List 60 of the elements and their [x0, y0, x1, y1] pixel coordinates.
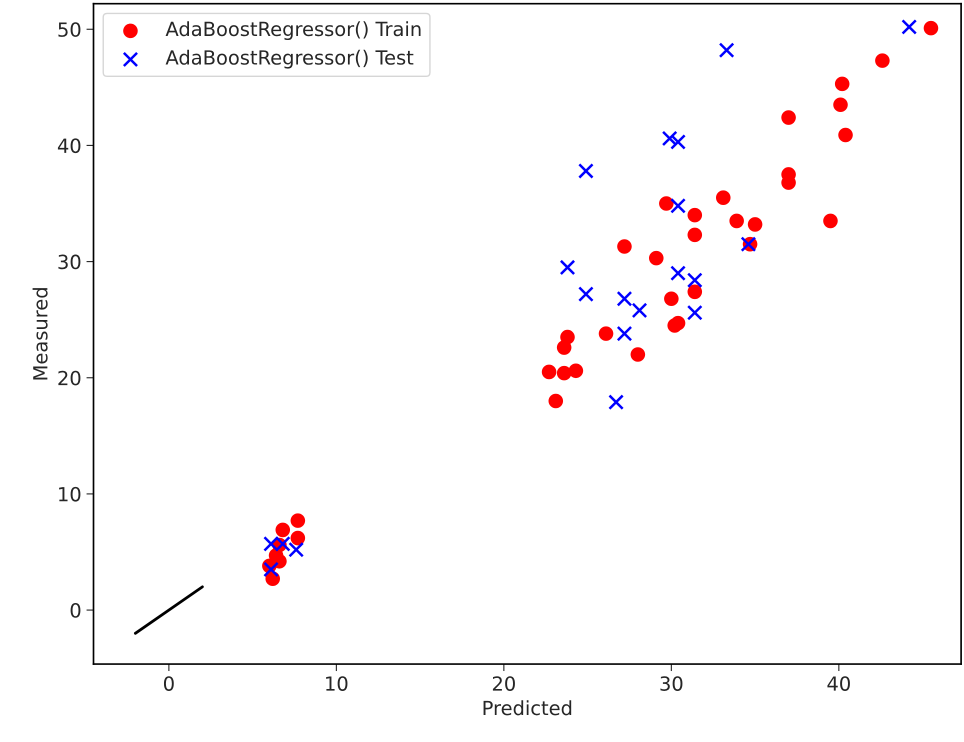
legend-label: AdaBoostRegressor() Train: [166, 21, 421, 40]
point: [718, 42, 734, 58]
point: [632, 302, 648, 318]
y-tick-label: 20: [58, 370, 80, 386]
point: [290, 530, 306, 546]
point: [716, 190, 731, 205]
point: [568, 364, 584, 378]
point: [290, 513, 306, 528]
point: [833, 97, 848, 112]
point: [901, 19, 918, 35]
x-tick-label: 0: [164, 676, 174, 691]
point: [659, 196, 674, 211]
y-axis-title: Measured: [32, 288, 48, 380]
point: [688, 208, 702, 222]
point: [748, 217, 762, 232]
point: [670, 265, 686, 282]
point: [617, 239, 632, 254]
point: [608, 394, 624, 410]
y-tick-label: 0: [70, 603, 80, 618]
point: [686, 304, 703, 321]
y-tick-label: 10: [59, 486, 80, 502]
point: [598, 326, 614, 341]
legend-label: AdaBoostRegressor() Test: [166, 50, 414, 69]
point: [630, 347, 646, 362]
point: [263, 562, 279, 578]
point: [781, 110, 796, 125]
point: [662, 130, 678, 146]
point: [670, 134, 686, 150]
point: [875, 53, 890, 68]
point: [288, 542, 304, 558]
point: [838, 128, 853, 142]
point: [688, 284, 702, 300]
point: [686, 272, 703, 288]
point: [670, 316, 686, 330]
y-tick-label: 30: [58, 254, 80, 270]
x-tick-label: 10: [326, 676, 348, 691]
point: [578, 163, 594, 179]
x-axis-title: Predicted: [484, 700, 572, 716]
point: [823, 214, 838, 228]
point: [578, 286, 594, 302]
point: [548, 394, 564, 408]
x-tick-label: 20: [492, 676, 515, 691]
x-tick-label: 30: [660, 676, 682, 691]
point: [670, 198, 686, 214]
point: [664, 291, 679, 306]
point: [834, 76, 850, 92]
point: [688, 228, 702, 242]
point: [616, 326, 632, 342]
point: [542, 364, 556, 380]
point: [556, 340, 572, 355]
point: [729, 214, 744, 228]
point: [275, 522, 290, 538]
point: [616, 290, 632, 307]
point: [924, 20, 938, 36]
y-tick-label: 50: [58, 22, 80, 37]
point: [560, 260, 576, 276]
x-tick-label: 40: [827, 676, 850, 691]
y-tick-label: 40: [58, 138, 80, 154]
point: [556, 366, 572, 380]
point: [648, 250, 664, 266]
